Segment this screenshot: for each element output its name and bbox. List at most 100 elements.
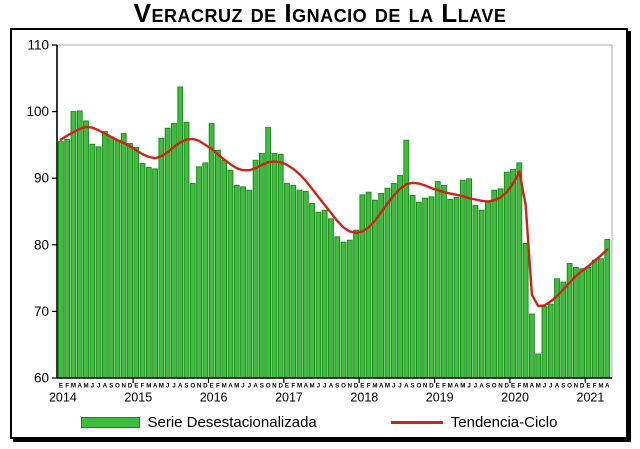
- bar: [221, 159, 228, 379]
- bar: [441, 185, 447, 379]
- bar: [95, 146, 102, 379]
- bar: [472, 205, 479, 379]
- month-label: F: [517, 383, 521, 390]
- bar: [321, 209, 328, 379]
- bar: [171, 123, 177, 379]
- month-label: A: [555, 383, 560, 390]
- y-tick-label: 70: [34, 304, 49, 319]
- month-label: M: [297, 383, 302, 390]
- year-label: 2015: [124, 391, 152, 405]
- bar: [252, 159, 259, 379]
- bar: [208, 123, 215, 379]
- month-label: J: [543, 383, 547, 390]
- bar: [447, 199, 454, 379]
- month-label: A: [103, 383, 108, 390]
- month-label: D: [429, 383, 434, 390]
- trend-line: [59, 125, 609, 308]
- bar: [422, 197, 429, 379]
- month-label: M: [234, 383, 239, 390]
- month-label: S: [260, 383, 264, 390]
- bar: [177, 86, 184, 379]
- year-label: 2021: [577, 391, 605, 405]
- month-label: M: [372, 383, 377, 390]
- bar: [271, 153, 278, 379]
- month-label: O: [190, 383, 195, 390]
- bar: [89, 143, 96, 379]
- bar: [227, 169, 234, 379]
- bar: [70, 111, 77, 379]
- month-label: S: [561, 383, 565, 390]
- month-label: S: [109, 383, 113, 390]
- bar: [585, 266, 592, 379]
- bar: [83, 120, 89, 379]
- bar: [114, 139, 121, 379]
- bar: [453, 197, 460, 379]
- month-label: J: [248, 383, 252, 390]
- month-label: M: [310, 383, 315, 390]
- month-label: O: [492, 383, 497, 390]
- chart-frame: 60 70 80 90 100 110 E F M A M J J A S O N D E F M A M J J A S O N D E F…: [10, 28, 628, 439]
- bar: [415, 201, 422, 379]
- bar: [76, 110, 83, 379]
- month-label: A: [304, 383, 309, 390]
- bar: [127, 143, 133, 379]
- month-label: M: [460, 383, 465, 390]
- month-label: E: [586, 383, 590, 390]
- bar: [579, 268, 586, 379]
- bar: [529, 313, 535, 379]
- year-label: 2020: [501, 391, 529, 405]
- bar: [139, 163, 146, 379]
- bar: [359, 194, 366, 379]
- bar: [353, 229, 359, 379]
- y-tick-label: 80: [34, 237, 49, 252]
- bar: [302, 191, 309, 379]
- bar: [258, 153, 265, 379]
- month-label: J: [398, 383, 402, 390]
- bar: [108, 136, 115, 379]
- month-label: M: [385, 383, 390, 390]
- y-tick-label: 60: [34, 371, 49, 386]
- month-label: A: [228, 383, 233, 390]
- month-label: O: [341, 383, 346, 390]
- bar: [478, 209, 485, 379]
- bar: [390, 183, 397, 379]
- y-tick-label: 100: [26, 104, 49, 119]
- legend-item-trend: Tendencia-Ciclo: [390, 414, 558, 431]
- bar: [189, 183, 196, 379]
- bar: [572, 266, 579, 379]
- month-label: O: [266, 383, 271, 390]
- month-label: E: [134, 383, 138, 390]
- month-label: J: [549, 383, 553, 390]
- month-label: O: [416, 383, 421, 390]
- bar: [604, 239, 611, 379]
- month-label: F: [367, 383, 371, 390]
- bar: [196, 166, 202, 379]
- bar: [164, 127, 171, 379]
- bar: [214, 149, 221, 379]
- bar: [397, 175, 403, 379]
- bar: [547, 303, 554, 379]
- month-label: N: [121, 383, 126, 390]
- month-label: N: [498, 383, 503, 390]
- bar: [466, 178, 472, 379]
- bar: [296, 189, 303, 379]
- bar: [246, 189, 253, 379]
- month-label: E: [59, 383, 63, 390]
- month-label: D: [354, 383, 359, 390]
- y-tick-label: 90: [34, 171, 49, 186]
- bar: [64, 139, 71, 379]
- bar: [315, 211, 322, 379]
- bar: [503, 171, 510, 379]
- month-label: S: [411, 383, 415, 390]
- bar: [485, 201, 491, 379]
- bar: [591, 259, 598, 379]
- bar: [384, 187, 391, 379]
- bar: [284, 183, 290, 379]
- month-label: F: [291, 383, 295, 390]
- bar: [378, 193, 385, 379]
- bar: [365, 191, 372, 379]
- legend: Serie Desestacionalizada Tendencia-Ciclo: [12, 414, 626, 431]
- month-label: N: [272, 383, 277, 390]
- month-label: J: [91, 383, 95, 390]
